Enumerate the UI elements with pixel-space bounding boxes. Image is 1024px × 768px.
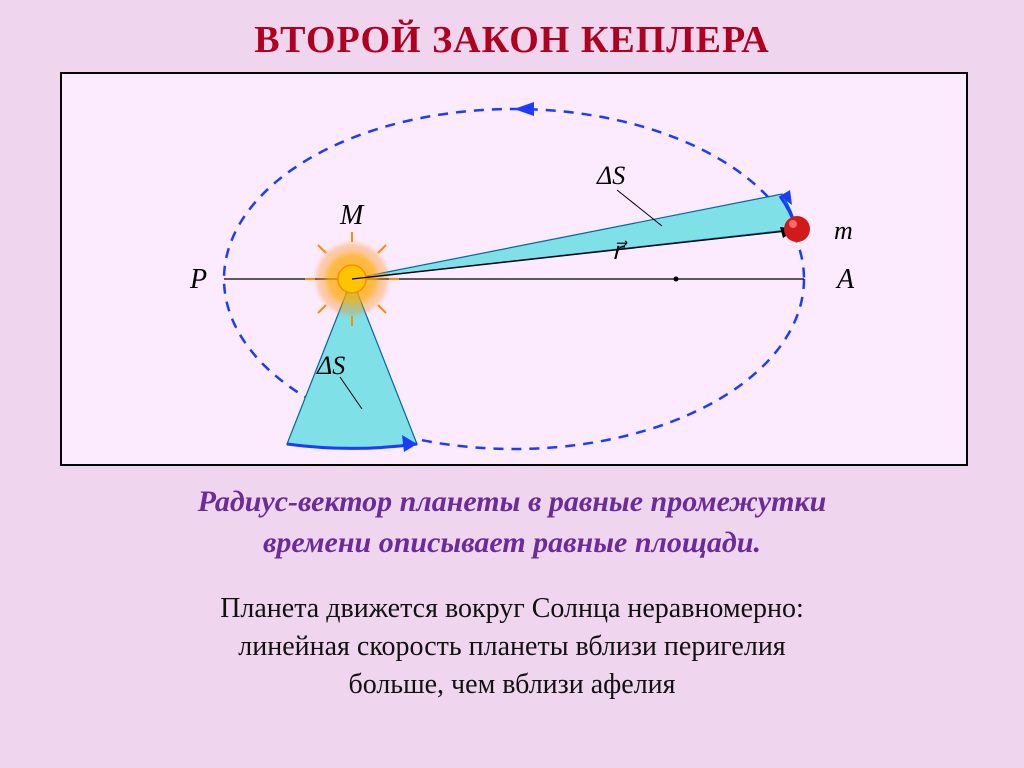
diagram-container: ΔS ΔS r⃗ M m P A — [60, 72, 968, 466]
explanation: Планета движется вокруг Солнца неравноме… — [0, 590, 1024, 703]
planet-highlight — [789, 220, 797, 228]
explanation-line1: Планета движется вокруг Солнца неравноме… — [0, 590, 1024, 628]
label-deltaS-bottom: ΔS — [316, 351, 345, 380]
label-m: m — [834, 216, 853, 245]
focus-empty — [674, 277, 679, 282]
explanation-line3: больше, чем вблизи афелия — [0, 666, 1024, 704]
label-deltaS-top: ΔS — [596, 161, 625, 190]
law-line2: времени описывает равные площади. — [0, 523, 1024, 564]
planet-icon — [784, 216, 810, 242]
label-M: M — [339, 200, 365, 231]
explanation-line2: линейная скорость планеты вблизи перигел… — [0, 628, 1024, 666]
law-statement: Радиус-вектор планеты в равные промежутк… — [0, 482, 1024, 563]
kepler-diagram: ΔS ΔS r⃗ M m P A — [62, 74, 966, 464]
law-line1: Радиус-вектор планеты в равные промежутк… — [0, 482, 1024, 523]
sector-top — [352, 194, 797, 279]
orbit-direction-arrow — [514, 102, 534, 116]
label-P: P — [189, 264, 207, 295]
leader-deltaS-top — [617, 190, 662, 226]
label-A: A — [835, 264, 855, 295]
slide-title: ВТОРОЙ ЗАКОН КЕПЛЕРА — [0, 0, 1024, 62]
